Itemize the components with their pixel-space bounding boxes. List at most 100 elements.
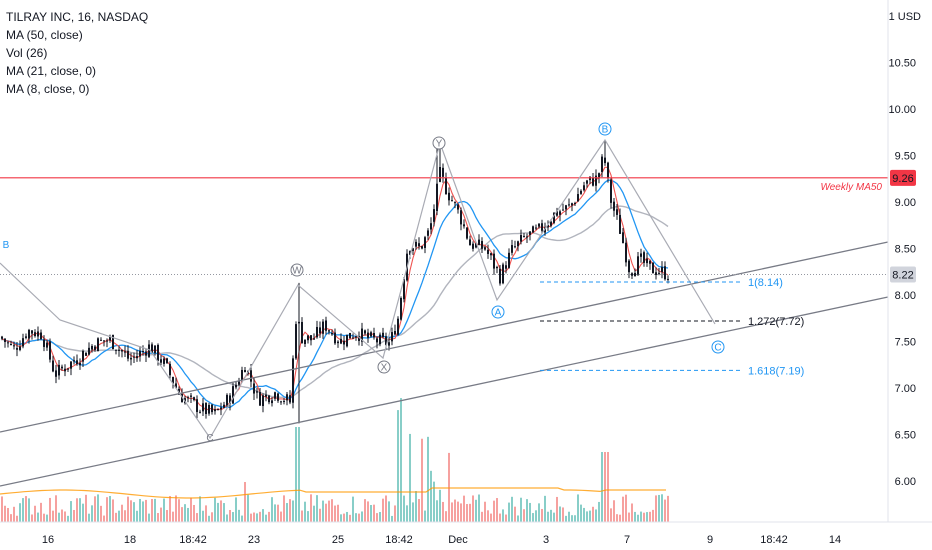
- volume-bar: [664, 499, 666, 522]
- x-tick-label: 14: [829, 534, 841, 546]
- candle-body: [88, 347, 90, 355]
- volume-bar: [190, 497, 192, 522]
- candle-body: [55, 370, 57, 377]
- candle-body: [610, 179, 612, 203]
- candle-body: [94, 346, 96, 350]
- volume-bar: [247, 494, 249, 522]
- candle-body: [340, 338, 342, 344]
- candle-body: [244, 370, 246, 373]
- candle-body: [262, 395, 264, 407]
- wave-label: C: [206, 433, 213, 444]
- candle-body: [529, 231, 531, 235]
- candle-body: [382, 332, 384, 338]
- volume-bar: [238, 509, 240, 522]
- weekly-ma50-price-tag: 9.26: [892, 173, 913, 185]
- volume-bar: [22, 498, 24, 522]
- candle-body: [52, 360, 54, 372]
- candle-body: [211, 404, 213, 413]
- candle-body: [190, 395, 192, 397]
- candle-body: [157, 344, 159, 361]
- wave-label: C: [714, 343, 721, 354]
- candle-body: [385, 336, 387, 345]
- candle-body: [457, 204, 459, 210]
- volume-bar: [370, 505, 372, 522]
- y-tick-label: 7.00: [895, 383, 916, 395]
- volume-bar: [517, 515, 519, 522]
- candle-body: [499, 268, 501, 284]
- volume-bar: [346, 511, 348, 522]
- candle-body: [181, 393, 183, 403]
- candle-body: [592, 177, 594, 186]
- volume-bar: [97, 494, 99, 522]
- volume-bar: [358, 513, 360, 522]
- candle-body: [325, 320, 327, 331]
- candle-body: [106, 340, 108, 342]
- candle-body: [523, 235, 525, 237]
- candle-body: [232, 386, 234, 404]
- volume-bar: [520, 497, 522, 522]
- volume-bar: [277, 504, 279, 522]
- volume-bar: [421, 438, 423, 522]
- fib-level-label: 1.618(7.19): [748, 365, 804, 377]
- candle-body: [100, 339, 102, 341]
- volume-bar: [154, 498, 156, 522]
- candle-body: [187, 397, 189, 399]
- volume-bar: [256, 513, 258, 522]
- volume-bar: [157, 513, 159, 522]
- volume-bar: [217, 502, 219, 522]
- volume-bar: [412, 502, 414, 522]
- volume-bar: [94, 496, 96, 522]
- candle-body: [628, 260, 630, 273]
- candle-body: [229, 395, 231, 404]
- volume-bar: [214, 497, 216, 522]
- channel-lower-line: [0, 296, 889, 487]
- volume-bar: [7, 507, 9, 522]
- wave-label: A: [495, 308, 502, 319]
- candle-body: [37, 331, 39, 337]
- volume-bar: [220, 500, 222, 522]
- candle-body: [142, 350, 144, 352]
- x-tick-label: 16: [42, 534, 54, 546]
- volume-bar: [586, 511, 588, 522]
- volume-bar: [52, 510, 54, 522]
- volume-bar: [364, 499, 366, 522]
- volume-bar: [73, 509, 75, 522]
- volume-bar: [328, 500, 330, 522]
- volume-bar: [598, 501, 600, 522]
- volume-bar: [82, 503, 84, 522]
- volume-bar: [280, 511, 282, 522]
- candle-body: [505, 265, 507, 269]
- candle-body: [43, 339, 45, 347]
- volume-bar: [604, 452, 606, 522]
- candle-body: [388, 342, 390, 346]
- volume-bar: [298, 427, 300, 522]
- candle-body: [133, 356, 135, 358]
- volume-bar: [67, 515, 69, 522]
- volume-bar: [1, 496, 3, 522]
- volume-bar: [436, 500, 438, 522]
- candle-body: [49, 341, 51, 360]
- volume-bar: [46, 514, 48, 522]
- candle-body: [565, 205, 567, 210]
- volume-bar: [463, 495, 465, 522]
- candle-body: [430, 223, 432, 230]
- candle-body: [31, 330, 33, 334]
- volume-bar: [76, 498, 78, 522]
- candle-body: [160, 359, 162, 363]
- candle-body: [544, 227, 546, 233]
- volume-bar: [658, 494, 660, 522]
- candle-body: [226, 394, 228, 406]
- current-price-tag: 8.22: [892, 270, 913, 282]
- candle-body: [412, 248, 414, 251]
- candle-body: [481, 241, 483, 249]
- x-tick-label: 7: [624, 534, 630, 546]
- volume-ma-line: [0, 487, 666, 499]
- candle-body: [370, 332, 372, 337]
- volume-bar: [565, 515, 567, 522]
- candle-body: [241, 369, 243, 382]
- volume-bar: [556, 496, 558, 522]
- volume-bar: [145, 499, 147, 522]
- y-tick-label: 10.00: [888, 104, 916, 116]
- volume-bar: [160, 507, 162, 522]
